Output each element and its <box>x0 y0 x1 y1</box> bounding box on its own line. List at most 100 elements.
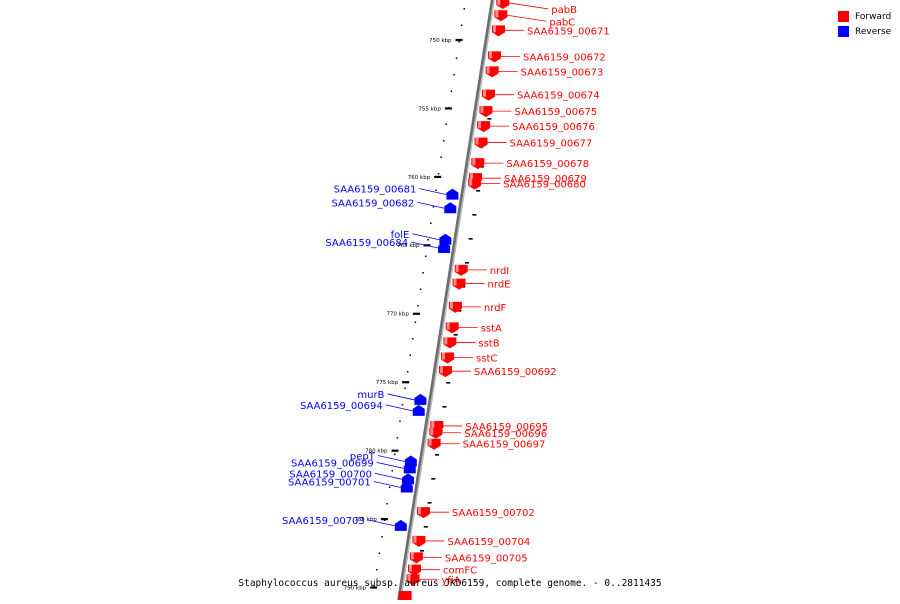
minor-tick <box>450 90 453 92</box>
genome-backbone-highlight <box>399 0 495 604</box>
reverse-gene-leader <box>367 519 395 527</box>
forward-gene-label: nrdF <box>484 303 507 314</box>
tick-dash <box>468 238 473 240</box>
tick-label: 780 kbp <box>365 449 388 455</box>
tick-dash <box>472 214 477 216</box>
reverse-gene-leader <box>374 472 403 480</box>
forward-gene-shade <box>495 10 499 18</box>
reverse-gene-arrow <box>446 188 459 200</box>
reverse-gene-label: pepT <box>350 452 376 463</box>
forward-gene-label: SAA6159_00680 <box>503 180 586 191</box>
minor-tick <box>453 74 455 76</box>
forward-gene-shade <box>488 51 492 59</box>
major-tick <box>444 107 452 110</box>
forward-gene-shade <box>475 137 479 145</box>
forward-gene-shade <box>478 121 482 129</box>
legend-label-forward: Forward <box>855 11 892 22</box>
forward-gene-shade <box>439 366 443 374</box>
forward-gene-label: comFC <box>443 566 477 577</box>
forward-gene-label: SAA6159_00674 <box>517 91 600 102</box>
tick-dash <box>431 478 436 480</box>
forward-gene-label: pabC <box>549 17 575 28</box>
minor-tick <box>409 354 412 356</box>
reverse-gene-leader <box>373 481 401 488</box>
forward-gene-label: sstA <box>481 323 502 334</box>
minor-tick <box>435 189 437 191</box>
tick-label: 785 kbp <box>354 517 377 523</box>
tick-dash <box>435 454 439 456</box>
forward-gene-shade <box>469 173 473 181</box>
forward-gene-shade <box>442 352 446 360</box>
forward-gene-label: nrdI <box>490 266 510 277</box>
major-tick <box>455 38 463 42</box>
minor-tick <box>399 420 401 422</box>
legend: Forward Reverse <box>838 9 891 39</box>
minor-tick <box>391 470 394 472</box>
forward-gene-label: SAA6159_00704 <box>447 537 530 548</box>
reverse-gene-arrow <box>403 462 416 474</box>
legend-label-reverse: Reverse <box>855 26 892 37</box>
tick-dash <box>457 310 462 312</box>
forward-gene-shade <box>410 552 414 560</box>
reverse-gene-label: SAA6159_00681 <box>334 185 417 196</box>
forward-gene-shade <box>455 264 459 272</box>
reverse-gene-label: SAA6159_00684 <box>325 238 408 249</box>
minor-tick <box>404 387 406 389</box>
reverse-gene-arrow <box>412 404 425 416</box>
forward-gene-label: SAA6159_00695 <box>465 422 548 433</box>
reverse-gene-leader <box>377 455 405 462</box>
reverse-gene-label: SAA6159_00682 <box>332 198 415 209</box>
reverse-gene-label: SAA6159_00701 <box>288 478 371 489</box>
forward-gene-shade <box>497 0 501 5</box>
forward-gene-label: SAA6159_00678 <box>506 159 589 170</box>
genome-backbone <box>396 0 495 604</box>
major-tick <box>434 175 442 178</box>
forward-gene-shade <box>428 438 432 446</box>
forward-gene-label: SAA6159_00673 <box>521 67 604 78</box>
reverse-gene-arrow <box>414 393 427 405</box>
reverse-gene-leader <box>417 201 445 209</box>
forward-gene-shade <box>486 66 490 74</box>
forward-gene-label: SAA6159_00679 <box>504 174 587 185</box>
reverse-gene-label: SAA6159_00694 <box>300 401 383 412</box>
forward-gene-shade <box>431 420 435 428</box>
minor-tick <box>460 24 463 26</box>
forward-gene-label: sstC <box>476 353 497 364</box>
forward-gene-shade <box>417 507 421 515</box>
forward-gene-label: SAA6159_00676 <box>512 122 595 133</box>
minor-tick <box>388 486 391 488</box>
forward-gene-shade <box>480 106 484 114</box>
tick-label: 760 kbp <box>408 175 431 181</box>
major-tick <box>380 518 388 521</box>
minor-tick <box>455 57 458 59</box>
minor-tick <box>424 255 427 257</box>
legend-swatch-forward <box>838 11 849 22</box>
forward-gene-leader <box>507 14 547 22</box>
forward-gene-shade <box>469 178 473 186</box>
reverse-gene-label: murB <box>357 390 384 401</box>
forward-gene-label: SAA6159_00702 <box>452 508 535 519</box>
forward-gene-shade <box>444 337 448 345</box>
minor-tick <box>396 437 399 439</box>
forward-gene-label: SAA6159_00672 <box>523 52 606 63</box>
tick-dash <box>453 334 458 336</box>
minor-tick <box>422 272 424 274</box>
forward-gene-label: pabB <box>551 5 577 16</box>
reverse-gene-leader <box>419 188 447 195</box>
minor-tick <box>430 222 432 224</box>
tick-dash <box>423 526 428 528</box>
tick-dash <box>476 190 481 192</box>
reverse-gene-arrow <box>438 241 451 253</box>
map-caption: Staphylococcus aureus subsp. aureus JKD6… <box>238 578 662 589</box>
reverse-gene-leader <box>376 461 404 469</box>
reverse-gene-label: SAA6159_00699 <box>291 458 374 469</box>
minor-tick <box>412 338 414 340</box>
forward-gene-label: sstB <box>478 338 499 349</box>
reverse-gene-leader <box>385 404 413 412</box>
forward-gene-shade <box>449 301 453 309</box>
reverse-gene-label: folE <box>391 230 410 241</box>
minor-tick <box>381 536 383 538</box>
tick-dash <box>420 550 425 552</box>
minor-tick <box>427 239 430 241</box>
